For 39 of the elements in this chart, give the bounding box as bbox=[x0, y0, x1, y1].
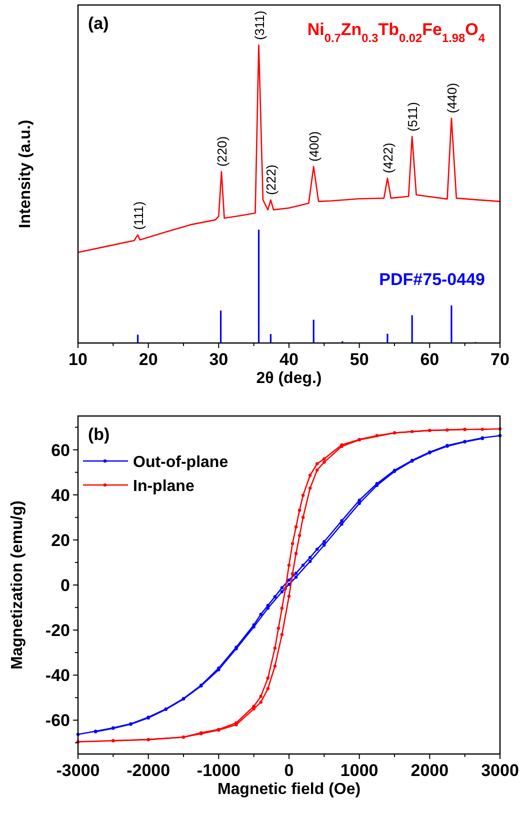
y-tick-label: -40 bbox=[45, 666, 70, 686]
x-axis-title: 2θ (deg.) bbox=[256, 370, 322, 387]
annotation: (511) bbox=[405, 102, 420, 132]
y-tick-label: 0 bbox=[60, 576, 70, 595]
x-tick-label: 60 bbox=[420, 350, 440, 369]
x-tick-label: -1000 bbox=[196, 761, 240, 780]
legend-label: Out-of-plane bbox=[133, 454, 228, 471]
x-tick-label: 3000 bbox=[481, 761, 519, 780]
x-tick-label: 0 bbox=[284, 761, 294, 780]
y-axis-title: Intensity (a.u.) bbox=[17, 120, 34, 228]
y-axis-title: Magnetization (emu/g) bbox=[9, 500, 26, 670]
annotation: (b) bbox=[88, 425, 110, 444]
series-label: PDF#75-0449 bbox=[379, 270, 485, 289]
x-tick-label: 20 bbox=[138, 350, 158, 369]
annotation: (111) bbox=[130, 201, 146, 230]
y-tick-label: 60 bbox=[51, 440, 70, 460]
x-tick-label: -3000 bbox=[56, 761, 100, 780]
x-tick-label: 1000 bbox=[340, 761, 378, 780]
x-tick-label: 10 bbox=[68, 350, 88, 369]
annotation: (220) bbox=[214, 136, 230, 167]
annotation: (440) bbox=[444, 82, 460, 114]
annotation: (222) bbox=[264, 164, 279, 195]
annotation: (400) bbox=[306, 131, 322, 162]
x-tick-label: 40 bbox=[280, 350, 298, 369]
y-tick-label: 20 bbox=[51, 530, 70, 550]
annotation: (311) bbox=[252, 10, 267, 40]
y-tick-label: -20 bbox=[45, 621, 70, 640]
text: Ni$_{0.7}$Zn$_{0.3}$Tb$_{0.02}$Fe$_{1.98}$O$_{4}$ bbox=[307, 20, 485, 45]
x-tick-label: 2000 bbox=[410, 761, 449, 780]
x-tick-label: -2000 bbox=[126, 761, 170, 780]
annotation: (422) bbox=[380, 142, 396, 174]
x-tick-label: 70 bbox=[490, 350, 510, 369]
legend-label: In-plane bbox=[133, 478, 194, 495]
text: (a) bbox=[88, 14, 109, 33]
x-axis-title: Magnetic field (Oe) bbox=[217, 781, 361, 798]
y-tick-label: 40 bbox=[51, 486, 70, 505]
y-tick-label: -60 bbox=[45, 711, 70, 730]
x-tick-label: 50 bbox=[350, 350, 369, 369]
x-tick-label: 30 bbox=[209, 350, 228, 369]
